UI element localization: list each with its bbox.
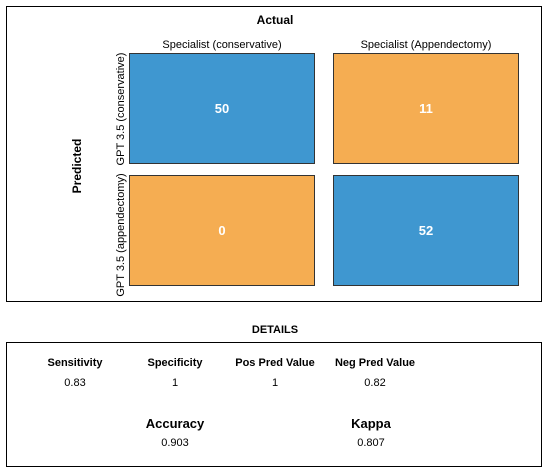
matrix-cell-value: 11 [419,101,433,116]
metric-neg-pred-value-value: 0.82 [364,377,386,389]
metric-sensitivity-label: Sensitivity [47,357,103,369]
details-title: DETAILS [251,324,299,336]
kappa-label: Kappa [351,416,391,431]
metric-pos-pred-value-value: 1 [271,377,279,389]
predicted-axis-title: Predicted [70,138,84,194]
matrix-cell-value: 52 [418,223,434,238]
details-panel: Sensitivity 0.83 Specificity 1 Pos Pred … [6,342,542,467]
metric-neg-pred-value-label: Neg Pred Value [334,357,416,369]
actual-axis-title: Actual [256,13,294,27]
metric-pos-pred-value-label: Pos Pred Value [235,357,315,369]
matrix-cell-value: 0 [218,223,226,238]
metric-specificity-label: Specificity [147,357,203,369]
metric-specificity-value: 1 [171,377,179,389]
matrix-cell-r1-c1: 52 [333,175,519,286]
row-header-appendectomy: GPT 3.5 (appendectomy) [115,173,127,297]
matrix-cell-value: 50 [214,101,230,116]
accuracy-value: 0.903 [161,437,189,449]
column-header-conservative: Specialist (conservative) [162,39,282,51]
matrix-cell-r0-c0: 50 [129,53,315,164]
kappa-value: 0.807 [357,437,385,449]
matrix-cell-r1-c0: 0 [129,175,315,286]
column-header-appendectomy: Specialist (Appendectomy) [360,39,492,51]
accuracy-label: Accuracy [145,416,205,431]
confusion-matrix-panel: Actual Specialist (conservative) Special… [6,6,542,302]
metric-sensitivity-value: 0.83 [64,377,86,389]
matrix-cell-r0-c1: 11 [333,53,519,164]
